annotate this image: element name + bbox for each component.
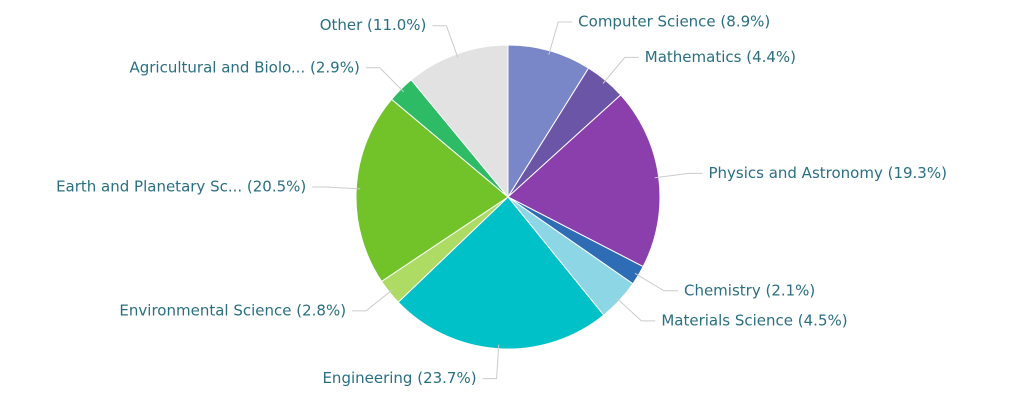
slice-label: Computer Science (8.9%) (578, 13, 770, 31)
leader-line (432, 25, 459, 58)
leader-line (352, 289, 393, 312)
leader-line (634, 272, 678, 292)
leader-line (616, 297, 656, 322)
leader-line (654, 172, 703, 179)
leader-line (602, 56, 639, 84)
slice-label: Mathematics (4.4%) (645, 48, 796, 66)
slice-label: Materials Science (4.5%) (661, 311, 847, 329)
leader-line (482, 344, 500, 380)
slice-label: Agricultural and Biolo... (2.9%) (129, 58, 359, 76)
leader-line (365, 67, 405, 93)
slice-label: Environmental Science (2.8%) (119, 301, 346, 319)
slice-label: Physics and Astronomy (19.3%) (708, 164, 947, 182)
slice-label: Other (11.0%) (320, 16, 427, 34)
leader-line (312, 186, 361, 190)
slice-label: Chemistry (2.1%) (684, 281, 815, 299)
leader-line (548, 21, 573, 55)
slice-label: Engineering (23.7%) (322, 369, 476, 387)
slice-label: Earth and Planetary Sc... (20.5%) (56, 178, 306, 196)
